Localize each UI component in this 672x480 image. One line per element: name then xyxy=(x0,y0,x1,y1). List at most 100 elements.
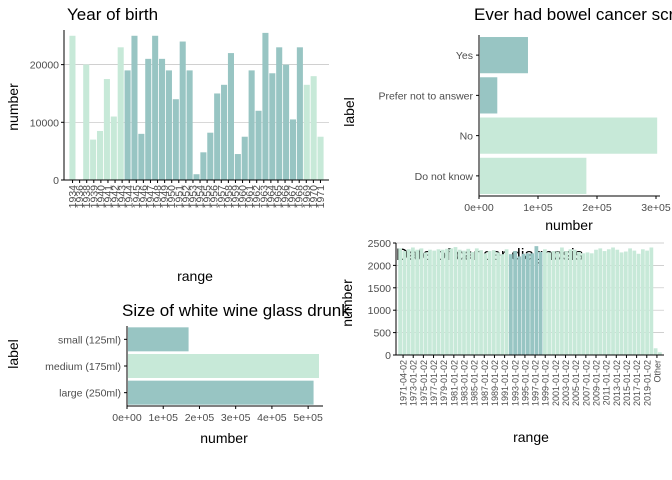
bar xyxy=(131,35,138,181)
bar xyxy=(589,253,594,355)
y-tick-label: 1000 xyxy=(368,305,392,317)
bar xyxy=(568,249,573,355)
chart-title-year: Year of birth xyxy=(67,5,158,24)
bar xyxy=(474,248,479,355)
x-tick-label: 2005-01-02 xyxy=(571,360,581,406)
plot-area-diag: 0 500 1000 1500 2000 2500 1971-04-02 1973-01-02… xyxy=(368,238,664,406)
bar xyxy=(577,251,581,355)
bar xyxy=(480,37,528,74)
bar xyxy=(402,251,407,355)
x-axis-label-wine: number xyxy=(200,430,248,446)
x-tick-label: 1939 xyxy=(88,185,100,209)
chart-title-wine: Size of white wine glass drunk xyxy=(122,301,350,320)
bar xyxy=(145,58,152,180)
bar xyxy=(521,253,526,355)
chart-title-bowel: Ever had bowel cancer screening xyxy=(474,5,672,24)
y-axis-label-diag: number xyxy=(339,279,355,327)
y-tick-label: 500 xyxy=(373,328,391,340)
bar xyxy=(564,251,569,355)
x-tick-label: 1997-01-02 xyxy=(531,360,541,406)
bar xyxy=(138,133,145,180)
bar xyxy=(585,252,590,355)
bar xyxy=(90,139,97,180)
bar xyxy=(530,253,535,355)
x-tick-label: 1975-01-02 xyxy=(419,360,429,406)
bar xyxy=(480,77,498,114)
bar xyxy=(457,249,462,355)
x-tick-label: 1970 xyxy=(308,185,320,209)
x-tick-label: 2009-01-02 xyxy=(592,360,602,406)
x-tick-label: 1971 xyxy=(315,185,327,209)
bar xyxy=(296,47,303,180)
bar xyxy=(551,251,556,355)
bar xyxy=(560,247,564,355)
bar xyxy=(491,250,496,355)
x-tick-label: Other xyxy=(652,360,662,383)
bar xyxy=(504,249,509,355)
x-tick-label: 2017-01-02 xyxy=(632,360,642,406)
plot-area-year: 0100002000019341936193819391940194119421… xyxy=(30,30,329,208)
x-tick-label: 1987-01-02 xyxy=(480,360,490,406)
bar xyxy=(276,47,283,180)
bar xyxy=(179,41,186,181)
y-axis-label-bowel: label xyxy=(341,97,357,127)
bar xyxy=(69,35,76,181)
x-tick-label: 1968 xyxy=(294,185,306,209)
y-tick-label: 0 xyxy=(53,175,59,187)
bar xyxy=(411,247,415,355)
bar xyxy=(628,248,632,355)
bar xyxy=(406,249,411,355)
bar xyxy=(615,249,620,355)
x-tick-label: 1955 xyxy=(202,185,214,209)
bar xyxy=(513,251,517,355)
x-tick-label: 2e+05 xyxy=(582,202,612,214)
x-tick-label: 1964 xyxy=(265,185,277,209)
x-tick-label: 1961 xyxy=(244,185,256,209)
panel-year-of-birth: Year of birth range number 0 10000 20000 19… xyxy=(5,5,329,284)
bar xyxy=(310,76,317,180)
x-tick-label: 1942 xyxy=(110,185,122,209)
x-tick-label: 2019-01-02 xyxy=(642,360,652,406)
x-tick-label: 2e+05 xyxy=(185,412,215,424)
category-label: Prefer not to answer xyxy=(378,90,473,102)
bar xyxy=(317,136,324,180)
x-tick-label: 1936 xyxy=(74,185,86,209)
x-tick-label: 2015-01-02 xyxy=(622,360,632,406)
bar xyxy=(200,152,207,180)
x-tick-label: 1934 xyxy=(67,185,79,209)
bar xyxy=(436,249,441,355)
x-tick-label: 1949 xyxy=(159,185,171,209)
bar xyxy=(165,70,172,180)
bar xyxy=(500,254,505,355)
x-tick-label: 2007-01-02 xyxy=(581,360,591,406)
bar xyxy=(255,110,262,180)
x-tick-label: 1983-01-02 xyxy=(460,360,470,406)
bar xyxy=(262,32,269,181)
x-tick-label: 1966 xyxy=(280,185,292,209)
bar xyxy=(423,252,428,355)
bar xyxy=(234,154,241,180)
bar xyxy=(611,247,615,355)
bar xyxy=(487,251,492,355)
category-label: No xyxy=(460,131,474,143)
x-tick-label: 1938 xyxy=(81,185,93,209)
x-tick-label: 0e+00 xyxy=(112,412,142,424)
bar xyxy=(623,251,628,355)
bar xyxy=(432,250,437,355)
x-tick-label: 1985-01-02 xyxy=(470,360,480,406)
panel-cancer-diagnosis: Date of cancer diagnosis range number 05… xyxy=(339,238,664,445)
x-tick-label: 0e+00 xyxy=(464,202,494,214)
y-axis-label-wine: label xyxy=(5,339,21,369)
bar xyxy=(547,252,552,355)
y-tick-label: 20000 xyxy=(30,60,59,72)
x-tick-label: 1953 xyxy=(187,185,199,209)
x-axis-label-year: range xyxy=(177,268,213,284)
bar xyxy=(479,250,483,355)
x-tick-label: 1989-01-02 xyxy=(490,360,500,406)
x-tick-label: 2011-01-02 xyxy=(602,360,612,405)
x-tick-label: 1940 xyxy=(95,185,107,209)
x-tick-label: 4e+05 xyxy=(257,412,287,424)
x-tick-label: 1950 xyxy=(166,185,178,209)
x-tick-label: 1993-01-02 xyxy=(510,360,520,406)
category-label: Yes xyxy=(456,50,473,62)
